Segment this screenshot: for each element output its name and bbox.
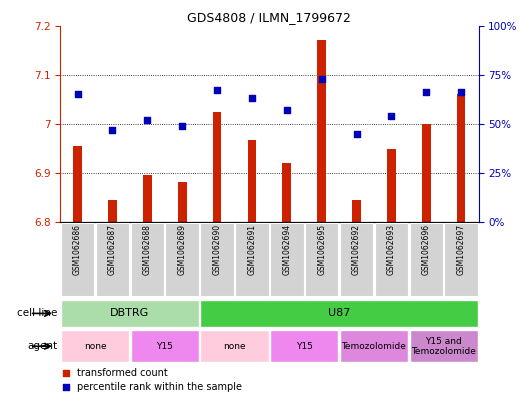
Point [457, 89, 465, 95]
Text: GSM1062696: GSM1062696 [422, 224, 431, 275]
Text: GSM1062686: GSM1062686 [73, 224, 82, 275]
FancyBboxPatch shape [374, 223, 408, 296]
Text: GSM1062689: GSM1062689 [178, 224, 187, 275]
Text: GSM1062692: GSM1062692 [352, 224, 361, 275]
FancyBboxPatch shape [445, 223, 478, 296]
FancyBboxPatch shape [61, 223, 94, 296]
Point [387, 113, 395, 119]
Point [108, 127, 117, 133]
Point [282, 107, 291, 113]
Text: GSM1062690: GSM1062690 [212, 224, 222, 275]
Text: GSM1062693: GSM1062693 [387, 224, 396, 275]
Bar [247, 140, 256, 222]
FancyBboxPatch shape [340, 330, 408, 362]
Bar [387, 149, 396, 222]
Text: GSM1062688: GSM1062688 [143, 224, 152, 275]
Point [322, 321, 331, 327]
Text: Y15: Y15 [296, 342, 313, 351]
Bar [73, 146, 82, 222]
Text: U87: U87 [328, 309, 350, 318]
FancyBboxPatch shape [165, 223, 199, 296]
FancyBboxPatch shape [305, 223, 338, 296]
FancyBboxPatch shape [200, 330, 269, 362]
FancyBboxPatch shape [200, 300, 478, 327]
Point [322, 196, 331, 202]
FancyBboxPatch shape [235, 223, 269, 296]
Text: percentile rank within the sample: percentile rank within the sample [77, 382, 242, 392]
FancyBboxPatch shape [131, 330, 199, 362]
Text: GSM1062695: GSM1062695 [317, 224, 326, 275]
FancyBboxPatch shape [61, 330, 129, 362]
Text: agent: agent [27, 341, 58, 351]
Point [422, 89, 430, 95]
Point [178, 123, 186, 129]
Bar [108, 200, 117, 222]
Bar [317, 40, 326, 222]
Bar [143, 175, 152, 222]
Bar [282, 163, 291, 222]
FancyBboxPatch shape [270, 330, 338, 362]
Text: transformed count: transformed count [77, 368, 168, 378]
Point [73, 91, 82, 97]
FancyBboxPatch shape [131, 223, 164, 296]
Text: Y15 and
Temozolomide: Y15 and Temozolomide [411, 336, 476, 356]
Point [353, 130, 361, 137]
Text: GSM1062687: GSM1062687 [108, 224, 117, 275]
Text: none: none [223, 342, 246, 351]
Bar [213, 112, 221, 222]
Text: Y15: Y15 [156, 342, 173, 351]
Point [213, 87, 221, 94]
Text: GSM1062691: GSM1062691 [247, 224, 256, 275]
Text: GSM1062697: GSM1062697 [457, 224, 465, 275]
Bar [422, 124, 430, 222]
FancyBboxPatch shape [200, 223, 234, 296]
Bar [178, 182, 187, 222]
FancyBboxPatch shape [410, 330, 478, 362]
Point [143, 117, 152, 123]
Title: GDS4808 / ILMN_1799672: GDS4808 / ILMN_1799672 [187, 11, 351, 24]
FancyBboxPatch shape [340, 223, 373, 296]
Text: GSM1062694: GSM1062694 [282, 224, 291, 275]
Bar [352, 200, 361, 222]
FancyBboxPatch shape [270, 223, 303, 296]
Bar [457, 94, 465, 222]
Point [317, 75, 326, 82]
Text: none: none [84, 342, 106, 351]
Point [248, 95, 256, 101]
Text: DBTRG: DBTRG [110, 309, 150, 318]
FancyBboxPatch shape [96, 223, 129, 296]
FancyBboxPatch shape [410, 223, 443, 296]
Text: cell line: cell line [17, 309, 58, 318]
Text: Temozolomide: Temozolomide [342, 342, 406, 351]
FancyBboxPatch shape [61, 300, 199, 327]
